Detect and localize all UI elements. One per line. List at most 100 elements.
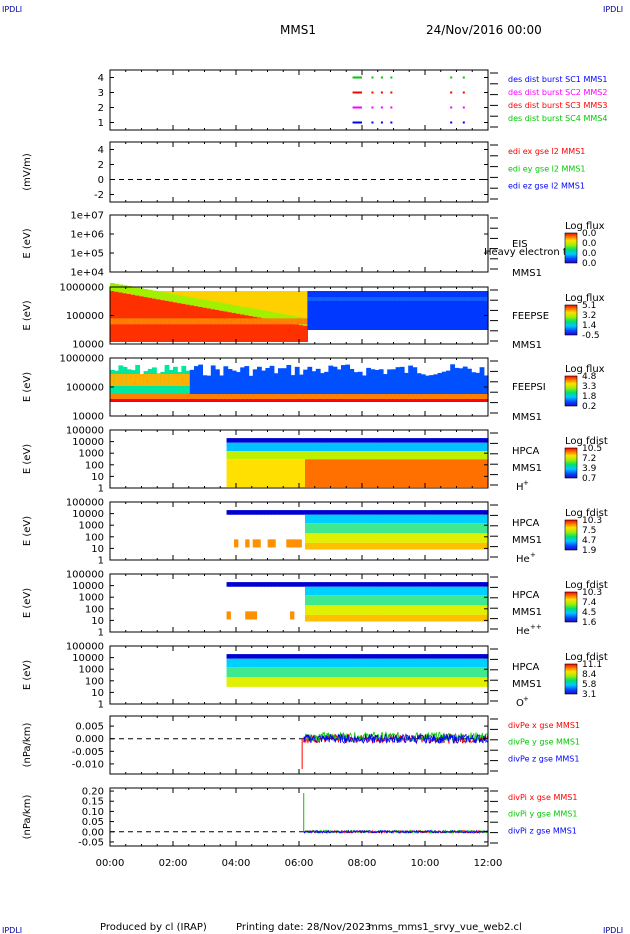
heat-cell bbox=[301, 658, 306, 668]
heat-cell bbox=[439, 586, 444, 596]
heat-cell bbox=[402, 667, 407, 678]
heat-cell bbox=[301, 442, 306, 452]
heat-cell bbox=[271, 539, 276, 548]
heat-cell bbox=[304, 614, 310, 622]
heat-cell bbox=[446, 542, 452, 550]
heat-cell bbox=[273, 312, 279, 321]
heat-cell bbox=[404, 297, 409, 301]
heat-cell bbox=[269, 394, 275, 400]
heat-cell bbox=[473, 677, 478, 687]
heat-cell bbox=[308, 586, 314, 596]
heat-cell bbox=[342, 542, 347, 550]
heat-cell bbox=[412, 367, 418, 396]
heat-cell bbox=[357, 438, 362, 443]
heat-cell bbox=[316, 667, 321, 678]
heat-cell bbox=[446, 595, 452, 606]
heat-cell bbox=[379, 614, 385, 622]
heat-cell bbox=[353, 459, 358, 488]
heat-cell bbox=[353, 438, 358, 443]
heat-cell bbox=[476, 442, 482, 452]
heat-cell bbox=[390, 658, 396, 668]
heat-cell bbox=[395, 399, 401, 402]
heat-cell bbox=[357, 442, 362, 452]
heat-cell bbox=[230, 459, 235, 488]
heat-cell bbox=[439, 442, 444, 452]
heat-cell bbox=[307, 399, 313, 402]
heat-cell bbox=[413, 614, 418, 622]
y-tick-label: 10000 bbox=[72, 509, 104, 520]
heat-cell bbox=[297, 442, 302, 452]
heat-cell bbox=[428, 605, 433, 615]
heat-cell bbox=[431, 542, 437, 550]
heat-cell bbox=[231, 312, 237, 342]
heat-cell bbox=[480, 533, 485, 543]
heat-cell bbox=[303, 325, 308, 342]
y-tick-label: 1000 bbox=[79, 593, 104, 604]
heat-cell bbox=[177, 318, 182, 325]
y-tick-label: 0.00 bbox=[82, 827, 104, 838]
heat-cell bbox=[395, 297, 401, 301]
heat-cell bbox=[319, 677, 325, 687]
panel-frame bbox=[109, 787, 489, 847]
heat-cell bbox=[379, 514, 385, 524]
heat-cell bbox=[282, 318, 287, 325]
heat-cell bbox=[271, 510, 276, 515]
heat-cell bbox=[234, 442, 239, 452]
heat-cell bbox=[290, 375, 296, 396]
heat-cell bbox=[413, 442, 418, 452]
heat-cell bbox=[293, 654, 299, 659]
heat-cell bbox=[402, 510, 407, 515]
heat-cell bbox=[465, 523, 470, 534]
heat-cell bbox=[372, 451, 377, 460]
heat-cell bbox=[331, 595, 336, 606]
heat-cell bbox=[353, 658, 358, 668]
heat-cell bbox=[248, 677, 254, 687]
heat-cell bbox=[227, 399, 233, 402]
heat-cell bbox=[409, 510, 414, 515]
heat-cell bbox=[467, 297, 472, 301]
heat-cell bbox=[265, 291, 271, 320]
heat-cell bbox=[168, 394, 174, 400]
heat-cell bbox=[454, 442, 459, 452]
heat-cell bbox=[312, 514, 317, 524]
heat-cell bbox=[475, 291, 481, 330]
heat-cell bbox=[349, 394, 355, 400]
heat-cell bbox=[215, 369, 220, 396]
heat-cell bbox=[372, 586, 377, 596]
heat-cell bbox=[237, 438, 243, 443]
heat-cell bbox=[443, 523, 448, 534]
colorbar-tick-label: 3.9 bbox=[582, 464, 597, 474]
heat-cell bbox=[118, 394, 124, 400]
heat-cell bbox=[476, 605, 482, 615]
heat-cell bbox=[278, 582, 284, 587]
heat-cell bbox=[475, 297, 481, 301]
heat-cell bbox=[304, 438, 310, 443]
heat-cell bbox=[450, 667, 455, 678]
heat-cell bbox=[409, 658, 414, 668]
heat-cell bbox=[223, 399, 229, 402]
heat-cell bbox=[435, 438, 441, 443]
heat-cell bbox=[290, 318, 296, 325]
heat-cell bbox=[424, 451, 429, 460]
heat-cell bbox=[278, 510, 284, 515]
heat-cell bbox=[398, 586, 403, 596]
spacecraft-label: MMS1 bbox=[512, 679, 542, 690]
heat-cell bbox=[439, 677, 444, 687]
heat-cell bbox=[275, 582, 280, 587]
heat-cell bbox=[349, 658, 355, 668]
charge-label: + bbox=[530, 551, 536, 559]
heat-cell bbox=[413, 586, 418, 596]
heat-cell bbox=[252, 582, 258, 587]
heat-cell bbox=[479, 394, 485, 400]
heat-cell bbox=[293, 442, 299, 452]
heat-cell bbox=[443, 677, 448, 687]
heat-cell bbox=[450, 459, 455, 488]
heat-cell bbox=[375, 658, 381, 668]
heat-cell bbox=[454, 523, 459, 534]
heat-cell bbox=[336, 297, 342, 301]
heat-cell bbox=[278, 442, 284, 452]
heat-cell bbox=[461, 654, 467, 659]
heat-cell bbox=[290, 442, 295, 452]
heat-cell bbox=[420, 654, 426, 659]
